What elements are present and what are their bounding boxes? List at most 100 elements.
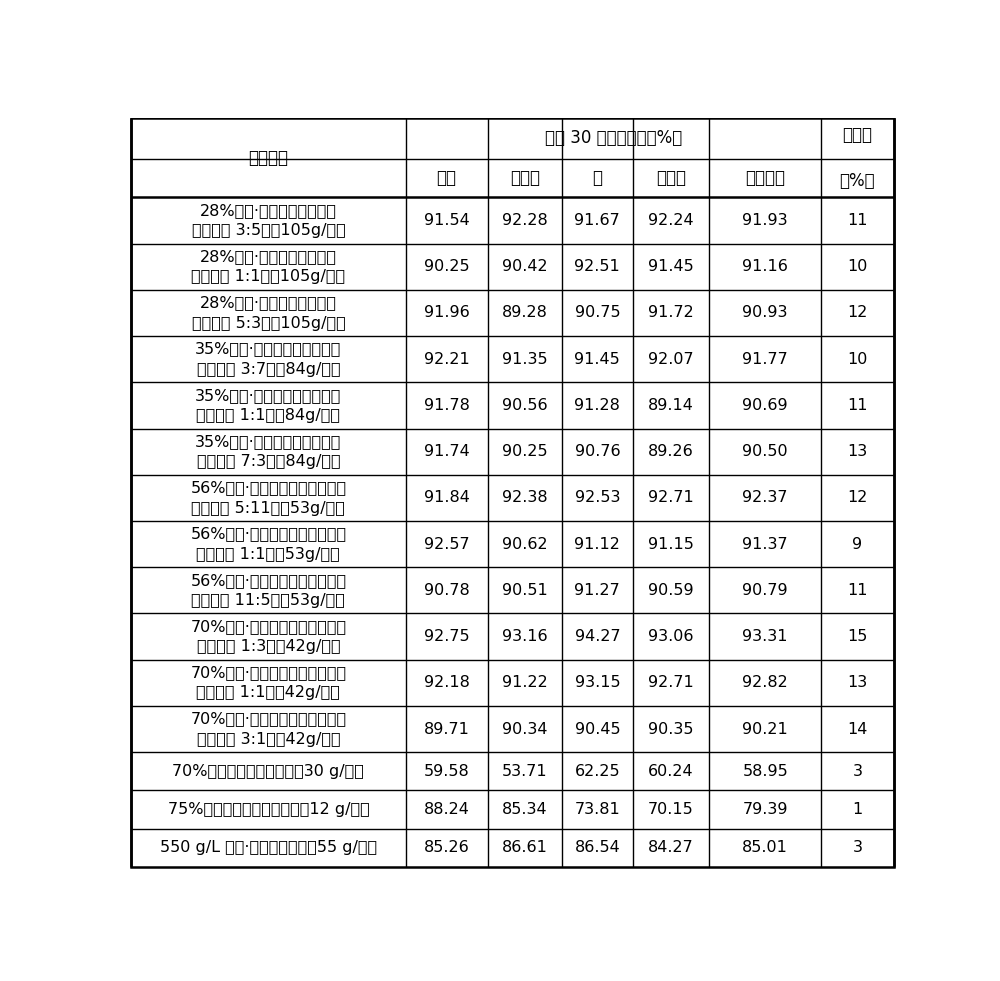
Text: 91.45: 91.45	[574, 352, 620, 367]
Text: 90.69: 90.69	[742, 398, 788, 413]
Text: 91.28: 91.28	[574, 398, 620, 413]
Text: 92.71: 92.71	[648, 675, 694, 691]
Text: 93.15: 93.15	[575, 675, 620, 691]
Text: 90.59: 90.59	[648, 583, 694, 597]
Text: 79.39: 79.39	[742, 802, 788, 817]
Text: 70%胺唑草酮水分散粒剂（30 g/亩）: 70%胺唑草酮水分散粒剂（30 g/亩）	[172, 764, 364, 779]
Text: 92.18: 92.18	[424, 675, 470, 691]
Text: （安全剂 7:3）（84g/亩）: （安全剂 7:3）（84g/亩）	[197, 454, 340, 469]
Text: 11: 11	[847, 213, 868, 228]
Text: 62.25: 62.25	[575, 764, 620, 779]
Text: 35%胺唑·异噁唑草酮油悬浮剂: 35%胺唑·异噁唑草酮油悬浮剂	[195, 387, 342, 403]
Text: 91.22: 91.22	[502, 675, 548, 691]
Text: 3: 3	[852, 764, 862, 779]
Text: 91.93: 91.93	[742, 213, 788, 228]
Text: 15: 15	[847, 629, 868, 645]
Text: （安全剂 5:3）（105g/亩）: （安全剂 5:3）（105g/亩）	[192, 316, 345, 331]
Text: 91.35: 91.35	[502, 352, 548, 367]
Text: 92.75: 92.75	[424, 629, 469, 645]
Text: 10: 10	[847, 352, 868, 367]
Text: 56%胺唑·异噁唑草酮可湿性粉剂: 56%胺唑·异噁唑草酮可湿性粉剂	[190, 527, 346, 542]
Text: 84.27: 84.27	[648, 841, 694, 855]
Text: 91.96: 91.96	[424, 305, 470, 321]
Text: （安全剂 3:5）（105g/亩）: （安全剂 3:5）（105g/亩）	[192, 224, 345, 238]
Text: 91.78: 91.78	[424, 398, 470, 413]
Text: 90.56: 90.56	[502, 398, 548, 413]
Text: 10: 10	[847, 259, 868, 275]
Text: 70%胺唑·异噁唑草酮水分散粒剂: 70%胺唑·异噁唑草酮水分散粒剂	[190, 619, 346, 634]
Text: 75%异噁唑草酮水分散粒剂（12 g/亩）: 75%异噁唑草酮水分散粒剂（12 g/亩）	[168, 802, 369, 817]
Text: 92.82: 92.82	[742, 675, 788, 691]
Text: 28%胺唑·异噁唑草酮悬浮剂: 28%胺唑·异噁唑草酮悬浮剂	[200, 295, 337, 310]
Text: 28%胺唑·异噁唑草酮悬浮剂: 28%胺唑·异噁唑草酮悬浮剂	[200, 203, 337, 218]
Text: 92.53: 92.53	[575, 490, 620, 505]
Text: 85.26: 85.26	[424, 841, 470, 855]
Text: 90.25: 90.25	[502, 444, 548, 459]
Text: 73.81: 73.81	[574, 802, 620, 817]
Text: （安全剂 3:1）（42g/亩）: （安全剂 3:1）（42g/亩）	[197, 732, 340, 747]
Text: 35%胺唑·异噁唑草酮油悬浮剂: 35%胺唑·异噁唑草酮油悬浮剂	[195, 434, 342, 449]
Text: 施药 30 天杂草防效（%）: 施药 30 天杂草防效（%）	[545, 129, 682, 147]
Text: 90.42: 90.42	[502, 259, 548, 275]
Text: 90.34: 90.34	[502, 722, 548, 737]
Text: 90.25: 90.25	[424, 259, 469, 275]
Text: 91.54: 91.54	[424, 213, 470, 228]
Text: 91.15: 91.15	[648, 537, 694, 551]
Text: 90.50: 90.50	[742, 444, 788, 459]
Text: 91.74: 91.74	[424, 444, 470, 459]
Text: 90.93: 90.93	[742, 305, 788, 321]
Text: 91.77: 91.77	[742, 352, 788, 367]
Text: （安全剂 1:1）（84g/亩）: （安全剂 1:1）（84g/亩）	[196, 408, 340, 423]
Text: 86.61: 86.61	[502, 841, 548, 855]
Text: 89.71: 89.71	[424, 722, 470, 737]
Text: 70%胺唑·异噁唑草酮水分散粒剂: 70%胺唑·异噁唑草酮水分散粒剂	[190, 711, 346, 726]
Text: （安全剂 3:7）（84g/亩）: （安全剂 3:7）（84g/亩）	[197, 362, 340, 377]
Text: （安全剂 1:1）（105g/亩）: （安全剂 1:1）（105g/亩）	[191, 270, 345, 284]
Text: 85.34: 85.34	[502, 802, 548, 817]
Text: 89.14: 89.14	[648, 398, 694, 413]
Text: 90.35: 90.35	[648, 722, 694, 737]
Text: 35%胺唑·异噁唑草酮油悬浮剂: 35%胺唑·异噁唑草酮油悬浮剂	[195, 341, 342, 356]
Text: 56%胺唑·异噁唑草酮可湿性粉剂: 56%胺唑·异噁唑草酮可湿性粉剂	[190, 481, 346, 495]
Text: 13: 13	[847, 444, 868, 459]
Text: 56%胺唑·异噁唑草酮可湿性粉剂: 56%胺唑·异噁唑草酮可湿性粉剂	[190, 573, 346, 588]
Text: 11: 11	[847, 398, 868, 413]
Text: 53.71: 53.71	[502, 764, 548, 779]
Text: 91.12: 91.12	[574, 537, 620, 551]
Text: 58.95: 58.95	[742, 764, 788, 779]
Text: 92.37: 92.37	[742, 490, 788, 505]
Text: （安全剂 5:11）（53g/亩）: （安全剂 5:11）（53g/亩）	[191, 500, 345, 516]
Text: 90.21: 90.21	[742, 722, 788, 737]
Text: 91.45: 91.45	[648, 259, 694, 275]
Text: 92.38: 92.38	[502, 490, 548, 505]
Text: 88.24: 88.24	[424, 802, 470, 817]
Text: 28%胺唑·异噁唑草酮悬浮剂: 28%胺唑·异噁唑草酮悬浮剂	[200, 249, 337, 264]
Text: 59.58: 59.58	[424, 764, 470, 779]
Text: 平均防效: 平均防效	[745, 170, 785, 187]
Text: （安全剂 1:3）（42g/亩）: （安全剂 1:3）（42g/亩）	[197, 640, 340, 654]
Text: （%）: （%）	[840, 172, 875, 189]
Text: 13: 13	[847, 675, 868, 691]
Text: 11: 11	[847, 583, 868, 597]
Text: 稗草: 稗草	[437, 170, 457, 187]
Text: 90.76: 90.76	[575, 444, 620, 459]
Text: 藜: 藜	[592, 170, 602, 187]
Text: 12: 12	[847, 305, 868, 321]
Text: 药剂处理: 药剂处理	[248, 148, 288, 167]
Text: 70.15: 70.15	[648, 802, 694, 817]
Text: 86.54: 86.54	[574, 841, 620, 855]
Text: 92.71: 92.71	[648, 490, 694, 505]
Text: 1: 1	[852, 802, 862, 817]
Text: 85.01: 85.01	[742, 841, 788, 855]
Text: 550 g/L 硝磺·莠去津悬浮剂（55 g/亩）: 550 g/L 硝磺·莠去津悬浮剂（55 g/亩）	[160, 841, 377, 855]
Text: 90.75: 90.75	[575, 305, 620, 321]
Text: 91.67: 91.67	[574, 213, 620, 228]
Text: 89.26: 89.26	[648, 444, 694, 459]
Text: （安全剂 11:5）（53g/亩）: （安全剂 11:5）（53g/亩）	[191, 594, 345, 608]
Text: 70%胺唑·异噁唑草酮水分散粒剂: 70%胺唑·异噁唑草酮水分散粒剂	[190, 665, 346, 680]
Text: 93.16: 93.16	[502, 629, 548, 645]
Text: 反枝苋: 反枝苋	[656, 170, 686, 187]
Text: 91.84: 91.84	[424, 490, 470, 505]
Text: 3: 3	[852, 841, 862, 855]
Text: （安全剂 1:1）（42g/亩）: （安全剂 1:1）（42g/亩）	[196, 686, 340, 700]
